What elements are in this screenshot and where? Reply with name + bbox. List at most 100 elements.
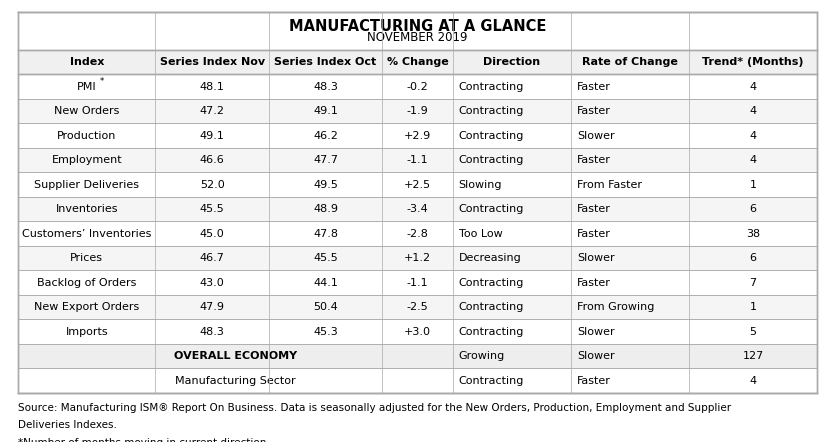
Bar [18,246,817,271]
Text: 45.5: 45.5 [313,253,338,263]
Bar [18,12,817,50]
Text: 47.7: 47.7 [313,155,338,165]
Text: 4: 4 [750,82,757,92]
Text: 48.9: 48.9 [313,204,338,214]
Bar [18,172,817,197]
Text: Too Low: Too Low [458,229,503,239]
Text: Imports: Imports [65,327,108,337]
Text: Contracting: Contracting [458,131,524,141]
Text: 45.5: 45.5 [200,204,225,214]
Text: Direction: Direction [483,57,540,67]
Text: Slower: Slower [577,253,615,263]
Text: PMI: PMI [77,82,97,92]
Text: Manufacturing Sector: Manufacturing Sector [175,376,296,386]
Text: 49.1: 49.1 [200,131,225,141]
Text: Faster: Faster [577,82,610,92]
Text: 44.1: 44.1 [313,278,338,288]
Text: 4: 4 [750,376,757,386]
Text: Contracting: Contracting [458,82,524,92]
Text: Contracting: Contracting [458,204,524,214]
Text: 52.0: 52.0 [200,180,225,190]
Text: Source: Manufacturing ISM® Report On Business. Data is seasonally adjusted for t: Source: Manufacturing ISM® Report On Bus… [18,403,731,413]
Text: 47.9: 47.9 [200,302,225,312]
Text: Slower: Slower [577,351,615,361]
Text: Faster: Faster [577,376,610,386]
Text: 47.8: 47.8 [313,229,338,239]
Bar [18,197,817,221]
Text: Index: Index [69,57,104,67]
Text: Slower: Slower [577,327,615,337]
Text: 7: 7 [750,278,757,288]
Text: Faster: Faster [577,278,610,288]
Text: Contracting: Contracting [458,278,524,288]
Text: 4: 4 [750,106,757,116]
Text: Contracting: Contracting [458,302,524,312]
Text: 50.4: 50.4 [313,302,338,312]
Text: Backlog of Orders: Backlog of Orders [37,278,136,288]
Text: Contracting: Contracting [458,376,524,386]
Text: 46.6: 46.6 [200,155,225,165]
Bar [18,99,817,123]
Text: -1.1: -1.1 [407,278,428,288]
Text: Prices: Prices [70,253,104,263]
Text: 46.7: 46.7 [200,253,225,263]
Text: From Faster: From Faster [577,180,642,190]
Text: 46.2: 46.2 [313,131,338,141]
Text: 127: 127 [742,351,764,361]
Bar [154,369,156,392]
Text: +2.9: +2.9 [404,131,431,141]
Text: Employment: Employment [52,155,122,165]
Text: New Orders: New Orders [54,106,119,116]
Text: Trend* (Months): Trend* (Months) [702,57,804,67]
Text: Supplier Deliveries: Supplier Deliveries [34,180,139,190]
Text: Series Index Oct: Series Index Oct [275,57,377,67]
Text: Faster: Faster [577,155,610,165]
Text: -2.8: -2.8 [407,229,428,239]
Text: *Number of months moving in current direction.: *Number of months moving in current dire… [18,438,270,442]
Text: +3.0: +3.0 [404,327,431,337]
Text: Contracting: Contracting [458,327,524,337]
Text: Customers’ Inventories: Customers’ Inventories [22,229,151,239]
Bar [18,123,817,148]
Text: 45.0: 45.0 [200,229,225,239]
Text: 49.5: 49.5 [313,180,338,190]
Text: 5: 5 [750,327,757,337]
Bar [18,271,817,295]
Text: +1.2: +1.2 [404,253,431,263]
Text: Slowing: Slowing [458,180,502,190]
Bar [18,320,817,344]
Text: Decreasing: Decreasing [458,253,521,263]
Text: MANUFACTURING AT A GLANCE: MANUFACTURING AT A GLANCE [289,19,546,34]
Text: Contracting: Contracting [458,155,524,165]
Text: *: * [99,77,104,86]
Text: Production: Production [57,131,116,141]
Text: New Export Orders: New Export Orders [34,302,139,312]
Bar [18,148,817,172]
Text: -1.9: -1.9 [407,106,428,116]
Text: 38: 38 [746,229,760,239]
Text: Inventories: Inventories [55,204,118,214]
Text: -2.5: -2.5 [407,302,428,312]
Text: Slower: Slower [577,131,615,141]
Bar [18,221,817,246]
Bar [382,344,383,368]
Text: 4: 4 [750,131,757,141]
Bar [18,295,817,320]
Text: Faster: Faster [577,204,610,214]
Text: Rate of Change: Rate of Change [582,57,678,67]
Bar [268,344,270,368]
Text: +2.5: +2.5 [404,180,431,190]
Text: 43.0: 43.0 [200,278,225,288]
Bar [268,369,270,392]
Text: 49.1: 49.1 [313,106,338,116]
Text: 6: 6 [750,253,757,263]
Text: NOVEMBER 2019: NOVEMBER 2019 [367,31,468,44]
Text: 1: 1 [750,302,757,312]
Text: Faster: Faster [577,229,610,239]
Text: Deliveries Indexes.: Deliveries Indexes. [18,420,117,431]
Text: 6: 6 [750,204,757,214]
Text: -3.4: -3.4 [407,204,428,214]
Text: 48.1: 48.1 [200,82,225,92]
Bar [154,344,156,368]
Text: From Growing: From Growing [577,302,655,312]
